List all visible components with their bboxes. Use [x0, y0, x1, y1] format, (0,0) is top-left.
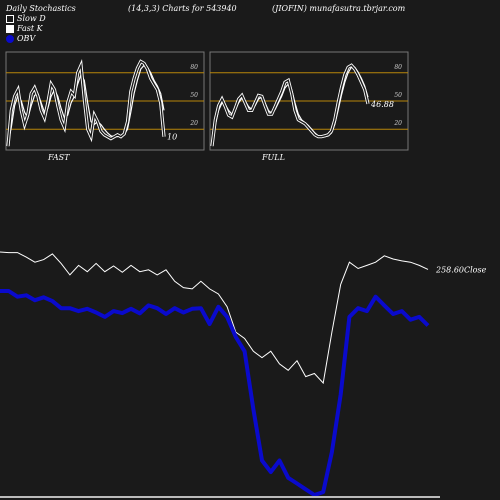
legend-obv-marker	[6, 34, 14, 43]
panel-fast-caption: FAST	[48, 153, 70, 162]
panel-fast-last-label: 10	[167, 133, 177, 142]
chart-params: (14,3,3) Charts for 543940	[128, 4, 237, 13]
price-last-label: 258.60	[435, 265, 464, 274]
obv-line	[0, 289, 430, 497]
legend-slow-d: Slow D	[6, 14, 46, 23]
chart-source: (JIOFIN) munafasutra.tbrjar.com	[272, 4, 406, 13]
panel-full-line-k	[211, 64, 369, 147]
legend-slow-d-marker	[6, 14, 14, 23]
panel-full-caption: FULL	[262, 153, 285, 162]
legend-slow-d-label: Slow D	[17, 14, 46, 23]
legend-fast-k-label: Fast K	[17, 24, 43, 33]
panel-fast-line-d	[7, 64, 165, 144]
panel-full-ytick-80: 80	[394, 64, 402, 71]
legend-obv-label: OBV	[17, 34, 36, 43]
panel-fast-ytick-50: 50	[190, 92, 198, 99]
legend-fast-k: Fast K	[6, 24, 43, 33]
panel-fast-line-k	[7, 60, 165, 147]
panel-full-ytick-50: 50	[394, 92, 402, 99]
panel-fast-ytick-20: 20	[189, 120, 198, 127]
legend-fast-k-marker	[6, 24, 14, 33]
price-line	[0, 251, 429, 385]
panel-fast-ytick-80: 80	[190, 64, 198, 71]
panel-full-ytick-20: 20	[393, 120, 402, 127]
chart-title: Daily Stochastics	[6, 4, 76, 13]
price-last-label-suffix: Close	[464, 265, 487, 274]
legend-obv: OBV	[6, 34, 35, 43]
panel-full-last-label: 46.88	[370, 100, 394, 109]
